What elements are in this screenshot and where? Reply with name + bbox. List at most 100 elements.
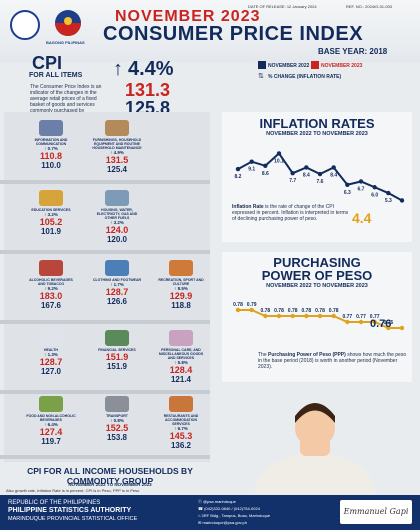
data-label: 6.7: [358, 186, 365, 192]
data-label: 5.3: [385, 198, 392, 204]
category-inflation: ↑ 5.8%: [156, 360, 206, 365]
psa-logo-icon: [10, 10, 40, 40]
category-nov2023: 110.8: [39, 151, 63, 161]
phone-icon: ☎: [198, 506, 205, 511]
inflation-final-label: 4.4: [352, 210, 372, 226]
category-item: TRANSPORT ↑ 0.8% 152.5 153.8: [92, 396, 142, 442]
category-name: TRANSPORT: [106, 414, 128, 418]
ppp-chart: 0.78 0.790.78 0.78 0.78 0.78 0.78 0.780.77 0.77…: [233, 302, 405, 331]
address-contact: ⌂ 3RF Bldg., Tampus, Boac, Marinduque: [198, 513, 270, 518]
category-name: RESTAURANTS AND ACCOMMODATION SERVICES: [163, 414, 199, 426]
category-arrow-icon: ↑: [174, 360, 178, 365]
data-label: 8.2: [235, 174, 242, 180]
category-inflation: ↑ 3.2%: [92, 220, 142, 225]
category-pct-value: 3.2%: [47, 212, 58, 217]
inflation-panel: [222, 112, 412, 242]
category-nov2022: 127.0: [40, 367, 62, 376]
category-item: PERSONAL CARE, AND MISCELLANEOUS GOODS A…: [156, 330, 206, 384]
ppp-final-label: 0.76: [370, 318, 392, 330]
category-name: HOUSING, WATER, ELECTRICITY, GAS AND OTH…: [96, 208, 138, 220]
category-icon: [39, 396, 63, 412]
category-arrow-icon: ↑: [110, 150, 114, 155]
bagong-pilipinas-label: BAGONG PILIPINAS: [46, 40, 85, 45]
category-arrow-icon: ↑: [44, 352, 48, 357]
category-name: CLOTHING AND FOOTWEAR: [92, 278, 142, 282]
category-inflation: ↑ 0.8%: [92, 418, 142, 423]
data-point: [263, 163, 268, 168]
data-point: [399, 325, 405, 331]
data-label: 8.4: [303, 172, 310, 178]
category-nov2023: 183.0: [39, 291, 63, 301]
data-point: [372, 319, 377, 325]
category-item: HEALTH ↑ 1.3% 128.7 127.0: [26, 330, 76, 376]
data-point: [386, 190, 391, 196]
data-point: [276, 313, 282, 319]
data-label: 0.77: [356, 314, 366, 320]
category-name: ALCOHOLIC BEVERAGES AND TOBACCO: [29, 278, 73, 286]
phone-contact: ☎ (042)332-0840 / (042)754-0024: [198, 506, 260, 511]
location-icon: ⌂: [198, 513, 202, 518]
category-nov2023: 128.7: [105, 287, 129, 297]
inflation-note-bold: Inflation Rate: [232, 204, 264, 210]
category-nov2022: 119.7: [41, 437, 61, 446]
legend-nov2022: NOVEMBER 2022: [268, 63, 310, 69]
data-label: 0.77: [342, 314, 352, 320]
category-item: RESTAURANTS AND ACCOMMODATION SERVICES ↑ …: [156, 396, 206, 450]
category-nov2022: 126.6: [106, 297, 128, 306]
category-pct-value: 4.9%: [113, 150, 124, 155]
facebook-link[interactable]: ⓕ @psa.marinduque: [198, 499, 236, 505]
category-inflation: ↑ 0.7%: [26, 146, 76, 151]
category-icon: [39, 330, 63, 346]
footer-org: REPUBLIC OF THE PHILIPPINES PHILIPPINE S…: [8, 499, 137, 523]
groups-title: CPI FOR ALL INCOME HOUSEHOLDS BY COMMODI…: [27, 466, 193, 486]
bagong-pilipinas-logo-icon: [55, 10, 81, 36]
category-inflation: ↑ 8.5%: [156, 286, 206, 291]
category-nov2023: 128.4: [169, 365, 193, 375]
ppp-title-2: POWER OF PESO: [261, 268, 373, 283]
data-label: 0.78: [274, 308, 284, 314]
category-inflation: ↑ 1.3%: [26, 352, 76, 357]
data-label: 0.78: [329, 308, 339, 314]
category-nov2022: 120.0: [106, 235, 128, 244]
email-link[interactable]: ✉ marinduque@psa.gov.ph: [198, 520, 247, 525]
category-inflation: ↑ 6.4%: [26, 422, 76, 427]
data-label: 0.78: [233, 302, 243, 308]
category-name: FOOD AND NON-ALCOHOLIC BEVERAGES: [26, 414, 76, 422]
page-title: CONSUMER PRICE INDEX: [103, 23, 364, 45]
data-point: [249, 159, 254, 164]
category-arrow-icon: ↑: [110, 282, 114, 287]
facebook-handle: @psa.marinduque: [203, 499, 236, 504]
category-nov2023: 151.9: [105, 352, 129, 362]
legend-nov2023: NOVEMBER 2023: [321, 63, 363, 69]
legend-swatch-nov2022: [258, 61, 266, 69]
groups-subtitle: NOVEMBER 2022 TO NOVEMBER 2023: [68, 482, 152, 487]
data-label: 10.1: [274, 158, 284, 164]
data-point: [399, 198, 405, 203]
category-nov2023: 131.5: [105, 155, 129, 165]
category-icon: [169, 396, 193, 412]
data-point: [304, 313, 309, 319]
category-nov2023: 152.5: [105, 423, 129, 433]
category-pct-value: 1.3%: [47, 352, 58, 357]
cpi-inflation-rate: 4.4%: [128, 58, 174, 80]
up-arrow-icon: ↑: [113, 58, 123, 80]
inflation-title: INFLATION RATES: [259, 116, 375, 131]
category-nov2022: 136.2: [170, 441, 192, 450]
data-point: [235, 307, 241, 313]
data-point: [249, 307, 254, 313]
legend-inflation: % CHANGE (INFLATION RATE): [268, 74, 342, 80]
category-icon: [105, 260, 129, 276]
category-pct-value: 0.8%: [113, 418, 124, 423]
category-icon: [169, 260, 193, 276]
category-item: CLOTHING AND FOOTWEAR ↑ 1.7% 128.7 126.6: [92, 260, 142, 306]
cpi-subheading: FOR ALL ITEMS: [29, 72, 83, 79]
data-label: 8.4: [330, 172, 337, 178]
data-point: [304, 165, 309, 170]
category-nov2023: 105.2: [39, 217, 63, 227]
ppp-subtitle: NOVEMBER 2022 TO NOVEMBER 2023: [266, 283, 368, 289]
data-point: [290, 171, 295, 176]
data-point: [317, 171, 323, 177]
category-icon: [105, 396, 129, 412]
release-date: DATE OF RELEASE: 12 January 2024: [248, 4, 317, 9]
data-point: [331, 165, 336, 170]
